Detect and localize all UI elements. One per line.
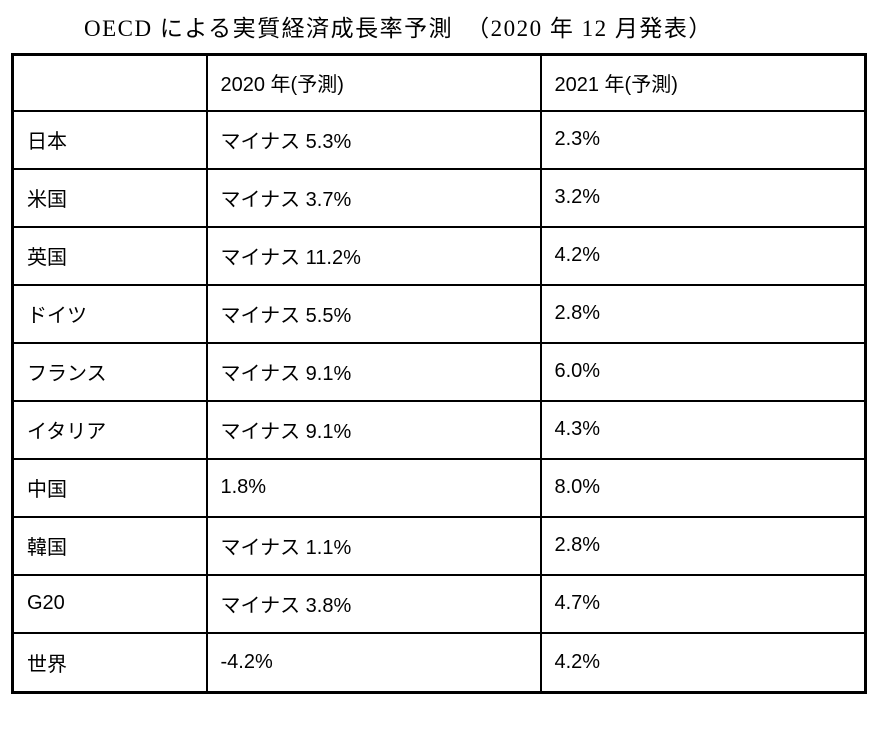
row-label-cell: 韓国 — [11, 515, 208, 576]
value-2021-cell: 2.8% — [539, 283, 867, 344]
value-2020-cell: マイナス 3.7% — [205, 167, 542, 228]
header-2020-cell: 2020 年(予測) — [205, 53, 542, 112]
row-label-cell: 英国 — [11, 225, 208, 286]
table-row: 米国 マイナス 3.7% 3.2% — [11, 167, 867, 228]
value-2021-cell: 8.0% — [539, 457, 867, 518]
value-2020-cell: マイナス 5.5% — [205, 283, 542, 344]
table-row: イタリア マイナス 9.1% 4.3% — [11, 399, 867, 460]
value-2020-cell: マイナス 9.1% — [205, 341, 542, 402]
table-row: 英国 マイナス 11.2% 4.2% — [11, 225, 867, 286]
table-row: 中国 1.8% 8.0% — [11, 457, 867, 518]
row-label-cell: イタリア — [11, 399, 208, 460]
row-label-cell: G20 — [11, 573, 208, 634]
value-2020-cell: 1.8% — [205, 457, 542, 518]
table-header-row: 2020 年(予測) 2021 年(予測) — [11, 53, 867, 112]
row-label-cell: 世界 — [11, 631, 208, 694]
value-2021-cell: 4.3% — [539, 399, 867, 460]
row-label-cell: 米国 — [11, 167, 208, 228]
value-2020-cell: マイナス 3.8% — [205, 573, 542, 634]
value-2021-cell: 6.0% — [539, 341, 867, 402]
value-2021-cell: 4.2% — [539, 225, 867, 286]
row-label-cell: フランス — [11, 341, 208, 402]
table-row: G20 マイナス 3.8% 4.7% — [11, 573, 867, 634]
table-row: 日本 マイナス 5.3% 2.3% — [11, 109, 867, 170]
table-row: 世界 -4.2% 4.2% — [11, 631, 867, 694]
table-row: 韓国 マイナス 1.1% 2.8% — [11, 515, 867, 576]
value-2020-cell: マイナス 5.3% — [205, 109, 542, 170]
table-row: フランス マイナス 9.1% 6.0% — [11, 341, 867, 402]
table-row: ドイツ マイナス 5.5% 2.8% — [11, 283, 867, 344]
row-label-cell: 日本 — [11, 109, 208, 170]
value-2021-cell: 4.2% — [539, 631, 867, 694]
value-2020-cell: マイナス 1.1% — [205, 515, 542, 576]
page-title: OECD による実質経済成長率予測 （2020 年 12 月発表） — [84, 16, 713, 41]
forecast-table: 2020 年(予測) 2021 年(予測) 日本 マイナス 5.3% 2.3% … — [11, 53, 867, 694]
value-2020-cell: -4.2% — [205, 631, 542, 694]
value-2021-cell: 2.3% — [539, 109, 867, 170]
value-2021-cell: 4.7% — [539, 573, 867, 634]
row-label-cell: 中国 — [11, 457, 208, 518]
value-2020-cell: マイナス 11.2% — [205, 225, 542, 286]
value-2021-cell: 3.2% — [539, 167, 867, 228]
value-2020-cell: マイナス 9.1% — [205, 399, 542, 460]
header-empty-cell — [11, 53, 208, 112]
value-2021-cell: 2.8% — [539, 515, 867, 576]
header-2021-cell: 2021 年(予測) — [539, 53, 867, 112]
row-label-cell: ドイツ — [11, 283, 208, 344]
